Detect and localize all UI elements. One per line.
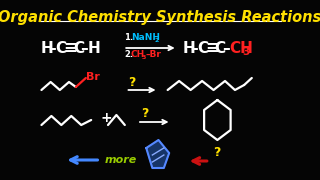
Text: Organic Chemistry Synthesis Reactions: Organic Chemistry Synthesis Reactions [0, 10, 320, 25]
Text: ?: ? [141, 107, 148, 120]
Polygon shape [146, 140, 169, 168]
Text: NaNH: NaNH [131, 33, 160, 42]
Text: 1.: 1. [124, 33, 133, 42]
Text: 3: 3 [243, 47, 250, 57]
Text: ?: ? [128, 75, 135, 89]
Text: C: C [214, 40, 225, 55]
Text: H: H [183, 40, 196, 55]
Text: +: + [100, 111, 112, 125]
Text: ?: ? [213, 147, 221, 159]
Text: H: H [87, 40, 100, 55]
Text: H: H [41, 40, 53, 55]
Text: Br: Br [86, 72, 100, 82]
Text: –Br: –Br [146, 50, 161, 59]
Text: –: – [222, 40, 230, 55]
Text: C: C [55, 40, 66, 55]
Text: more: more [105, 155, 137, 165]
Text: –: – [80, 40, 88, 55]
Text: –: – [48, 40, 56, 55]
Text: 2.: 2. [124, 50, 133, 59]
Text: C: C [197, 40, 209, 55]
Text: CH: CH [229, 40, 253, 55]
Text: 2: 2 [155, 37, 159, 42]
Text: C: C [73, 40, 84, 55]
Text: ≡: ≡ [205, 39, 219, 57]
Text: 3: 3 [142, 55, 146, 60]
Text: ≡: ≡ [64, 39, 77, 57]
Text: CH: CH [131, 50, 145, 59]
Text: –: – [191, 40, 198, 55]
